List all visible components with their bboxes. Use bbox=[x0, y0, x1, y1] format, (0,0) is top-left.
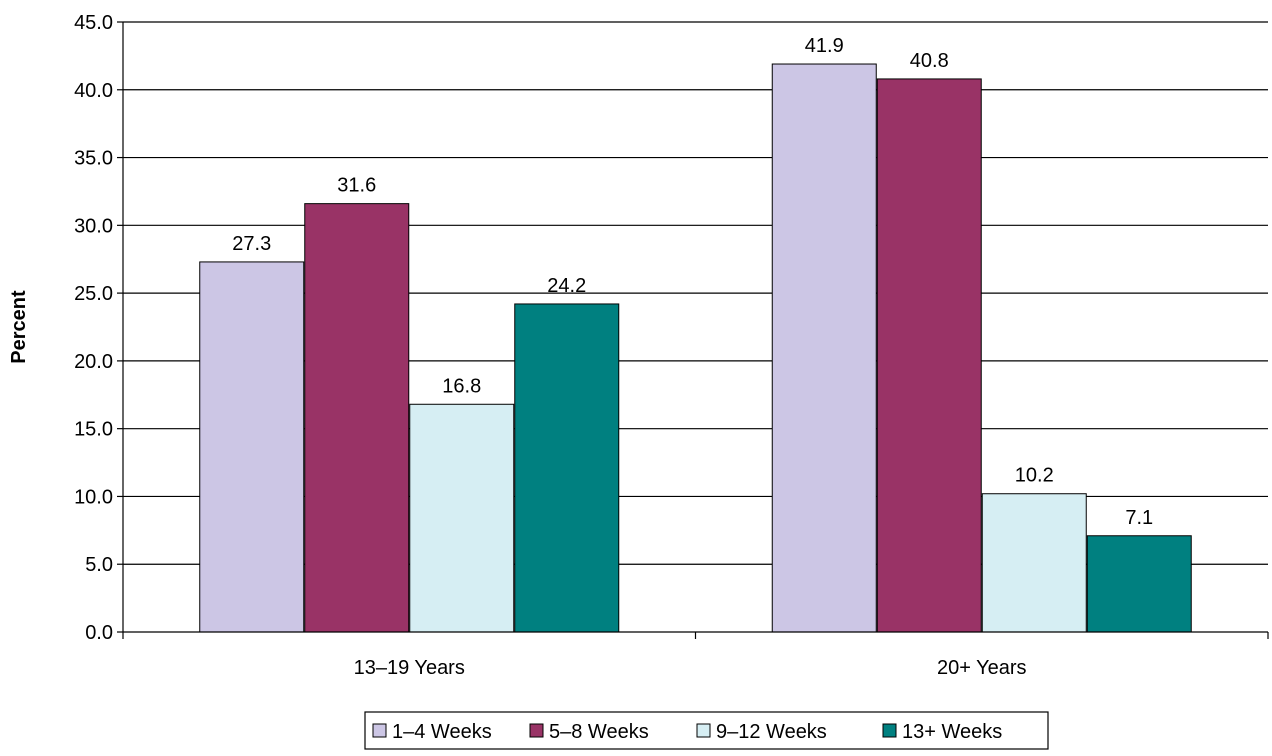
legend-swatch bbox=[696, 723, 711, 738]
legend-label: 1–4 Weeks bbox=[392, 721, 492, 743]
bar bbox=[981, 493, 1087, 633]
data-label: 31.6 bbox=[337, 175, 376, 197]
y-tick-label: 15.0 bbox=[74, 419, 113, 441]
data-label: 40.8 bbox=[910, 50, 949, 72]
y-tick-label: 30.0 bbox=[74, 215, 113, 237]
legend-label: 9–12 Weeks bbox=[716, 721, 827, 743]
x-category-label: 20+ Years bbox=[937, 657, 1027, 679]
bar bbox=[514, 303, 620, 633]
y-axis-title: Percent bbox=[8, 290, 30, 364]
legend-swatch bbox=[372, 723, 387, 738]
bars bbox=[199, 63, 1192, 633]
bar bbox=[876, 78, 982, 633]
axes: 0.0 5.0 10.0 15.0 20.0 25.0 30.0 35.0 40.0 45.0 13… bbox=[74, 12, 1269, 679]
x-category-label: 13–19 Years bbox=[354, 657, 465, 679]
legend-swatch bbox=[882, 723, 897, 738]
data-label: 16.8 bbox=[442, 375, 481, 397]
legend: 1–4 Weeks 5–8 Weeks 9–12 Weeks 13+ Weeks bbox=[364, 711, 1049, 750]
y-tick-label: 10.0 bbox=[74, 486, 113, 508]
y-tick-label: 45.0 bbox=[74, 12, 113, 34]
data-labels: 27.3 31.6 16.8 24.2 41.9 40.8 10.2 7.1 bbox=[232, 35, 1153, 529]
y-tick-label: 0.0 bbox=[85, 622, 113, 644]
bar bbox=[199, 261, 305, 633]
bar bbox=[304, 203, 410, 633]
legend-label: 13+ Weeks bbox=[902, 721, 1002, 743]
y-tick-label: 40.0 bbox=[74, 80, 113, 102]
y-tick-label: 35.0 bbox=[74, 148, 113, 170]
y-tick-label: 5.0 bbox=[85, 554, 113, 576]
data-label: 10.2 bbox=[1015, 465, 1054, 487]
legend-swatch bbox=[529, 723, 544, 738]
data-label: 27.3 bbox=[232, 233, 271, 255]
data-label: 24.2 bbox=[547, 275, 586, 297]
bar bbox=[771, 63, 877, 633]
data-label: 7.1 bbox=[1125, 507, 1153, 529]
bar bbox=[1086, 535, 1192, 633]
y-tick-label: 20.0 bbox=[74, 351, 113, 373]
bar bbox=[409, 403, 515, 633]
y-tick-label: 25.0 bbox=[74, 283, 113, 305]
legend-label: 5–8 Weeks bbox=[549, 721, 649, 743]
data-label: 41.9 bbox=[805, 35, 844, 57]
